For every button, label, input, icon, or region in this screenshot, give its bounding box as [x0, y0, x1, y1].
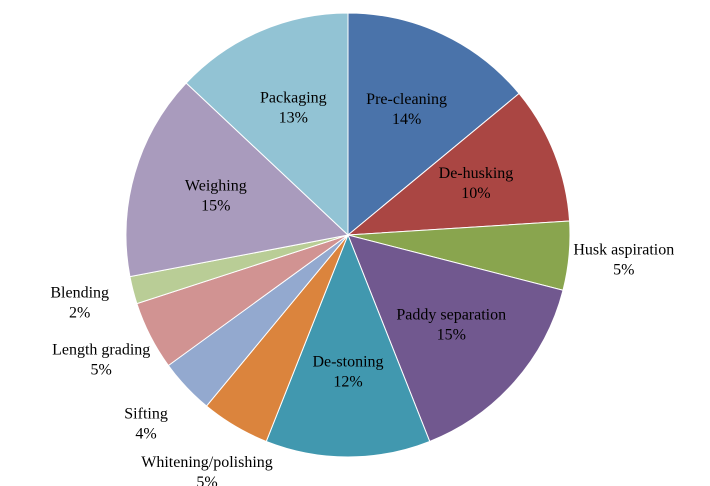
slice-label: Paddy separation — [396, 307, 506, 324]
slice-label: Length grading — [52, 341, 150, 358]
pie-slice — [347, 234, 564, 443]
slice-value-label: 15% — [201, 197, 230, 214]
slice-value-label: 5% — [91, 361, 112, 378]
slice-label: Husk aspiration — [573, 242, 674, 259]
pie-slice — [125, 82, 350, 278]
slice-value-label: 10% — [461, 185, 490, 202]
pie-slice — [347, 12, 520, 237]
slice-label: Blending — [50, 285, 109, 302]
slice-value-label: 5% — [613, 262, 634, 279]
slice-value-label: 14% — [392, 111, 421, 128]
slice-value-label: 2% — [69, 305, 90, 322]
slice-label: De-stoning — [312, 353, 383, 370]
pie-slice — [346, 92, 571, 236]
slice-value-label: 4% — [135, 425, 156, 442]
slice-label: Weighing — [185, 177, 247, 194]
slice-value-label: 13% — [279, 109, 308, 126]
slice-value-label: 15% — [437, 327, 466, 344]
slice-label: De-husking — [439, 165, 514, 182]
slice-value-label: 12% — [333, 373, 362, 390]
pie-slice — [265, 233, 431, 458]
pie-slice — [185, 12, 349, 237]
slice-value-label: 5% — [196, 474, 217, 486]
slice-label: Packaging — [260, 89, 327, 106]
slice-label: Pre-cleaning — [366, 91, 447, 108]
slice-label: Sifting — [124, 405, 168, 422]
slice-label: Whitening/polishing — [141, 454, 273, 471]
